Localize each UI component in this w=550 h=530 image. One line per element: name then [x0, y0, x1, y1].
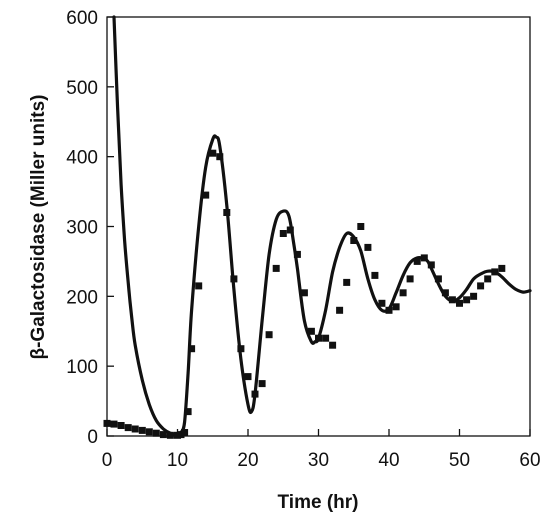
- data-point-marker: [117, 422, 125, 429]
- y-tick-label: 100: [66, 357, 98, 378]
- data-point-marker: [477, 282, 485, 290]
- data-point-marker: [307, 327, 315, 335]
- y-axis-title: β-Galactosidase (Miller units): [28, 95, 49, 360]
- data-point-marker: [434, 275, 442, 283]
- data-point-marker: [216, 153, 224, 161]
- x-tick-label: 0: [102, 450, 113, 471]
- x-tick-label: 60: [519, 450, 540, 471]
- data-point-marker: [463, 296, 471, 304]
- data-point-marker: [406, 275, 414, 283]
- data-point-marker: [300, 289, 308, 297]
- data-point-marker: [265, 331, 273, 339]
- data-point-marker: [392, 303, 400, 311]
- data-point-marker: [152, 429, 160, 437]
- data-point-marker: [184, 408, 192, 416]
- data-point-marker: [286, 226, 294, 234]
- ticks: [106, 16, 531, 437]
- data-point-marker: [177, 431, 185, 439]
- data-point-marker: [181, 429, 189, 436]
- data-point-marker: [322, 334, 330, 342]
- data-point-marker: [491, 268, 499, 276]
- series-layer: [103, 15, 532, 439]
- data-point-marker: [350, 237, 358, 244]
- data-point-marker: [484, 275, 492, 283]
- data-point-marker: [448, 296, 456, 304]
- data-point-marker: [202, 191, 210, 199]
- data-point-marker: [413, 257, 421, 265]
- y-tick-label: 300: [66, 218, 98, 239]
- data-point-marker: [110, 420, 118, 428]
- y-tick-label: 500: [66, 78, 98, 99]
- data-point-marker: [315, 334, 322, 342]
- data-point-marker: [124, 424, 132, 432]
- data-point-marker: [166, 431, 174, 439]
- data-point-marker: [364, 243, 372, 251]
- y-tick-label: 0: [87, 427, 98, 448]
- data-point-marker: [145, 428, 153, 436]
- data-point-marker: [336, 306, 344, 314]
- data-point-marker: [378, 299, 386, 307]
- data-point-marker: [399, 289, 407, 297]
- y-tick-label: 200: [66, 287, 98, 308]
- data-point-marker: [441, 289, 449, 297]
- data-point-marker: [258, 380, 266, 388]
- data-point-marker: [230, 275, 238, 283]
- data-point-marker: [385, 306, 393, 314]
- data-point-marker: [103, 419, 111, 427]
- data-point-marker: [209, 149, 217, 157]
- model-curve: [112, 15, 532, 437]
- data-point-marker: [357, 223, 365, 230]
- data-point-marker: [188, 345, 196, 353]
- data-point-marker: [498, 264, 506, 272]
- data-point-marker: [272, 264, 280, 272]
- x-tick-label: 10: [167, 450, 188, 471]
- x-tick-label: 50: [449, 450, 470, 471]
- data-point-marker: [195, 282, 203, 290]
- data-point-marker: [131, 425, 139, 433]
- x-axis-title: Time (hr): [278, 492, 359, 513]
- data-point-marker: [251, 390, 259, 398]
- data-point-marker: [159, 431, 167, 439]
- data-point-marker: [456, 299, 463, 307]
- x-tick-label: 20: [237, 450, 258, 471]
- data-point-marker: [237, 345, 245, 353]
- x-tick-label: 40: [378, 450, 399, 471]
- data-point-marker: [371, 271, 379, 279]
- data-point-marker: [470, 292, 478, 300]
- x-tick-label: 30: [308, 450, 329, 471]
- data-point-marker: [293, 250, 301, 258]
- data-point-marker: [427, 261, 435, 269]
- data-point-marker: [420, 254, 428, 262]
- data-point-marker: [343, 278, 351, 286]
- y-tick-label: 600: [66, 8, 98, 29]
- y-tick-label: 400: [66, 148, 98, 169]
- data-point-marker: [138, 426, 146, 434]
- data-point-marker: [244, 373, 252, 381]
- data-point-marker: [329, 341, 337, 349]
- plot-frame: [106, 16, 531, 437]
- data-point-marker: [279, 230, 287, 237]
- data-point-marker: [223, 209, 231, 216]
